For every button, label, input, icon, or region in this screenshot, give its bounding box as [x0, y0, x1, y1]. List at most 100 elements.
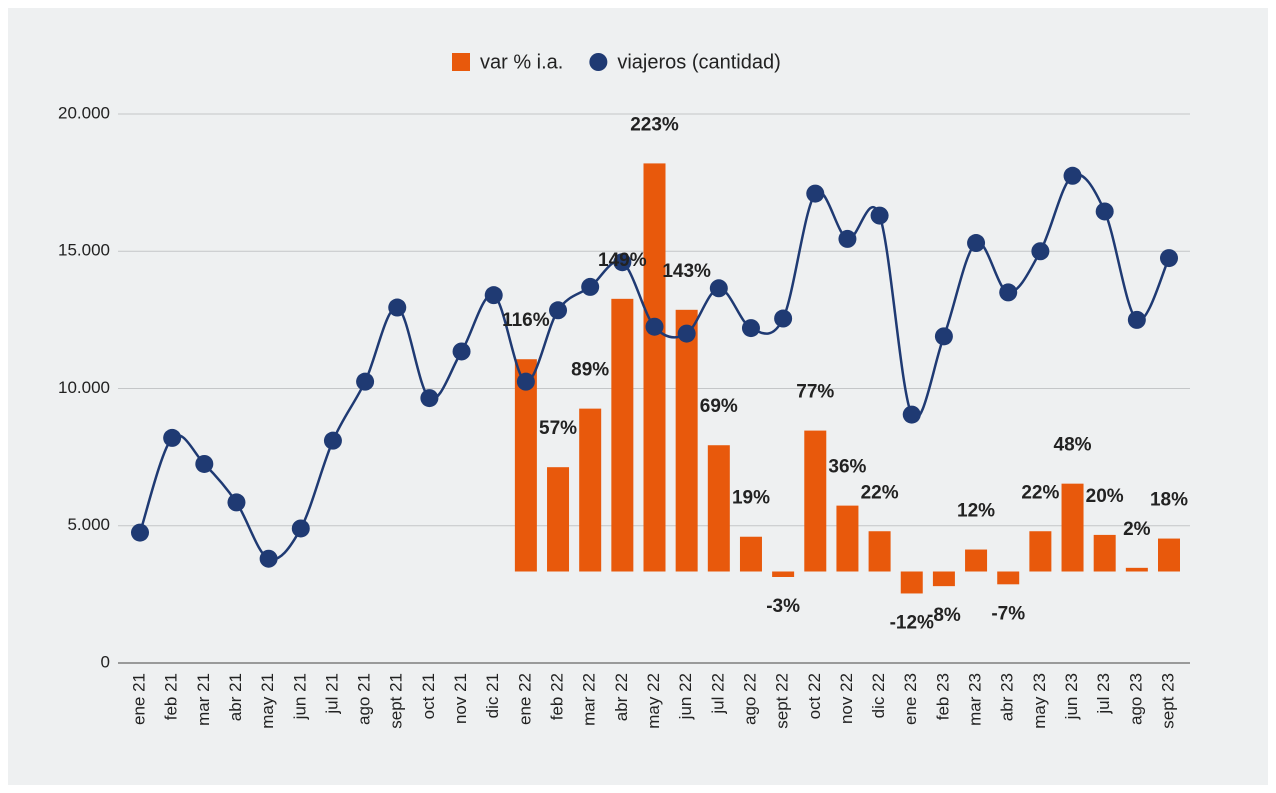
point — [677, 324, 696, 343]
x-tick-label: ene 23 — [901, 673, 920, 725]
point — [645, 317, 664, 336]
point — [1031, 242, 1050, 261]
bar — [804, 430, 827, 572]
bar — [739, 536, 762, 572]
bar — [1158, 538, 1180, 572]
point — [356, 372, 375, 391]
point — [613, 253, 632, 272]
bar — [611, 298, 634, 572]
point — [259, 549, 278, 568]
point — [323, 431, 342, 450]
x-tick-label: sept 23 — [1158, 673, 1177, 729]
x-tick-label: ene 21 — [129, 673, 148, 725]
x-tick-label: mar 22 — [580, 673, 599, 726]
bar — [772, 571, 795, 577]
x-tick-label: mar 23 — [966, 673, 985, 726]
data-label: 116% — [502, 310, 550, 331]
data-label: 69% — [700, 396, 738, 417]
x-tick-label: may 22 — [644, 673, 663, 729]
data-label: 48% — [1054, 435, 1092, 456]
legend-label: viajeros (cantidad) — [617, 51, 780, 73]
y-tick-label: 0 — [101, 652, 110, 671]
point — [838, 229, 857, 248]
bar — [932, 571, 955, 587]
legend-swatch — [589, 53, 608, 71]
x-tick-label: abr 21 — [226, 673, 245, 721]
point — [484, 286, 503, 305]
point — [131, 523, 149, 542]
x-tick-label: feb 21 — [162, 673, 181, 720]
data-label: 89% — [571, 360, 609, 381]
x-tick-label: abr 23 — [998, 673, 1017, 721]
data-label: 19% — [732, 488, 770, 509]
x-tick-label: feb 22 — [548, 673, 567, 720]
data-label: 18% — [1150, 490, 1188, 511]
point — [227, 493, 246, 512]
data-label: -3% — [766, 596, 800, 617]
bar — [643, 163, 666, 572]
point — [934, 327, 953, 346]
bar — [836, 505, 859, 572]
x-tick-label: may 21 — [258, 673, 277, 729]
x-tick-label: ago 21 — [355, 673, 374, 725]
bar — [1061, 483, 1084, 572]
data-label: 57% — [539, 418, 577, 439]
data-label: 20% — [1086, 486, 1124, 507]
data-label: 12% — [957, 501, 995, 522]
bar — [579, 408, 602, 572]
data-label: -7% — [991, 603, 1025, 624]
bar — [997, 571, 1020, 585]
data-label: 22% — [1021, 482, 1059, 503]
x-tick-label: dic 22 — [869, 673, 888, 718]
point — [1063, 166, 1082, 185]
chart-background — [8, 8, 1268, 785]
data-label: 36% — [828, 457, 866, 478]
x-tick-label: ene 22 — [515, 673, 534, 725]
point — [999, 283, 1018, 302]
point — [1160, 249, 1178, 268]
data-label: 2% — [1123, 519, 1151, 540]
point — [1095, 202, 1114, 221]
x-tick-label: oct 21 — [419, 673, 438, 719]
point — [967, 234, 986, 253]
bar — [1029, 531, 1052, 572]
bar — [1125, 567, 1148, 572]
point — [709, 279, 728, 298]
bar — [514, 359, 537, 572]
legend-label: var % i.a. — [480, 51, 563, 73]
x-tick-label: dic 21 — [483, 673, 502, 718]
y-tick-label: 10.000 — [58, 378, 110, 397]
x-tick-label: jul 22 — [708, 673, 727, 715]
point — [420, 389, 439, 408]
x-tick-label: sept 22 — [773, 673, 792, 729]
point — [902, 405, 921, 424]
point — [516, 372, 535, 391]
x-tick-label: mar 21 — [194, 673, 213, 726]
point — [195, 454, 214, 473]
x-tick-label: jul 23 — [1094, 673, 1113, 715]
x-tick-label: oct 22 — [805, 673, 824, 719]
point — [581, 277, 600, 296]
data-label: 149% — [598, 250, 647, 271]
x-tick-label: nov 22 — [837, 673, 856, 724]
x-tick-label: jun 23 — [1062, 673, 1081, 720]
bar — [1093, 534, 1116, 572]
x-tick-label: jun 21 — [290, 673, 309, 720]
y-tick-label: 20.000 — [58, 103, 110, 122]
data-label: 77% — [796, 382, 834, 403]
bar — [547, 467, 570, 572]
point — [774, 309, 793, 328]
x-tick-label: ago 22 — [740, 673, 759, 725]
x-tick-label: jul 21 — [322, 673, 341, 715]
point — [741, 319, 760, 338]
point — [549, 301, 568, 320]
bar — [868, 531, 891, 572]
point — [452, 342, 471, 361]
x-tick-label: jun 22 — [676, 673, 695, 720]
data-label: -12% — [890, 612, 934, 633]
bar — [675, 309, 698, 572]
data-label: -8% — [927, 605, 961, 626]
x-tick-label: ago 23 — [1126, 673, 1145, 725]
bar — [900, 571, 923, 594]
